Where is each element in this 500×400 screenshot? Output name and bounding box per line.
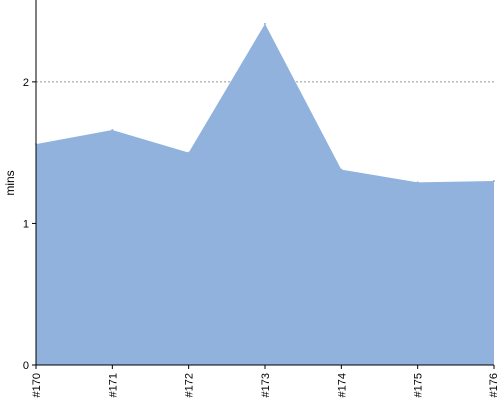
data-point-#175 — [416, 181, 419, 184]
data-point-#173 — [264, 22, 266, 25]
y-tick-label-0: 0 — [23, 360, 29, 372]
x-tick-label-#170: #170 — [31, 373, 43, 397]
data-point-#171 — [111, 128, 114, 131]
x-tick-label-#175: #175 — [413, 373, 425, 397]
x-tick-label-#171: #171 — [107, 373, 119, 397]
x-tick-label-#172: #172 — [184, 373, 196, 397]
y-tick-labels: 0 1 2 — [23, 77, 36, 372]
x-tick-label-#173: #173 — [260, 373, 272, 397]
y-axis-label: mins — [3, 170, 17, 195]
data-point-#172 — [187, 151, 190, 154]
data-point-#176 — [493, 179, 495, 182]
x-tick-labels: #170 #171 #172 #173 #174 #175 #176 — [31, 365, 500, 397]
data-point-#174 — [340, 168, 343, 171]
x-tick-label-#176: #176 — [488, 373, 500, 397]
series-area — [36, 23, 494, 365]
y-tick-label-1: 1 — [23, 218, 29, 230]
y-tick-label-2: 2 — [23, 77, 29, 89]
x-tick-label-#174: #174 — [336, 373, 348, 397]
